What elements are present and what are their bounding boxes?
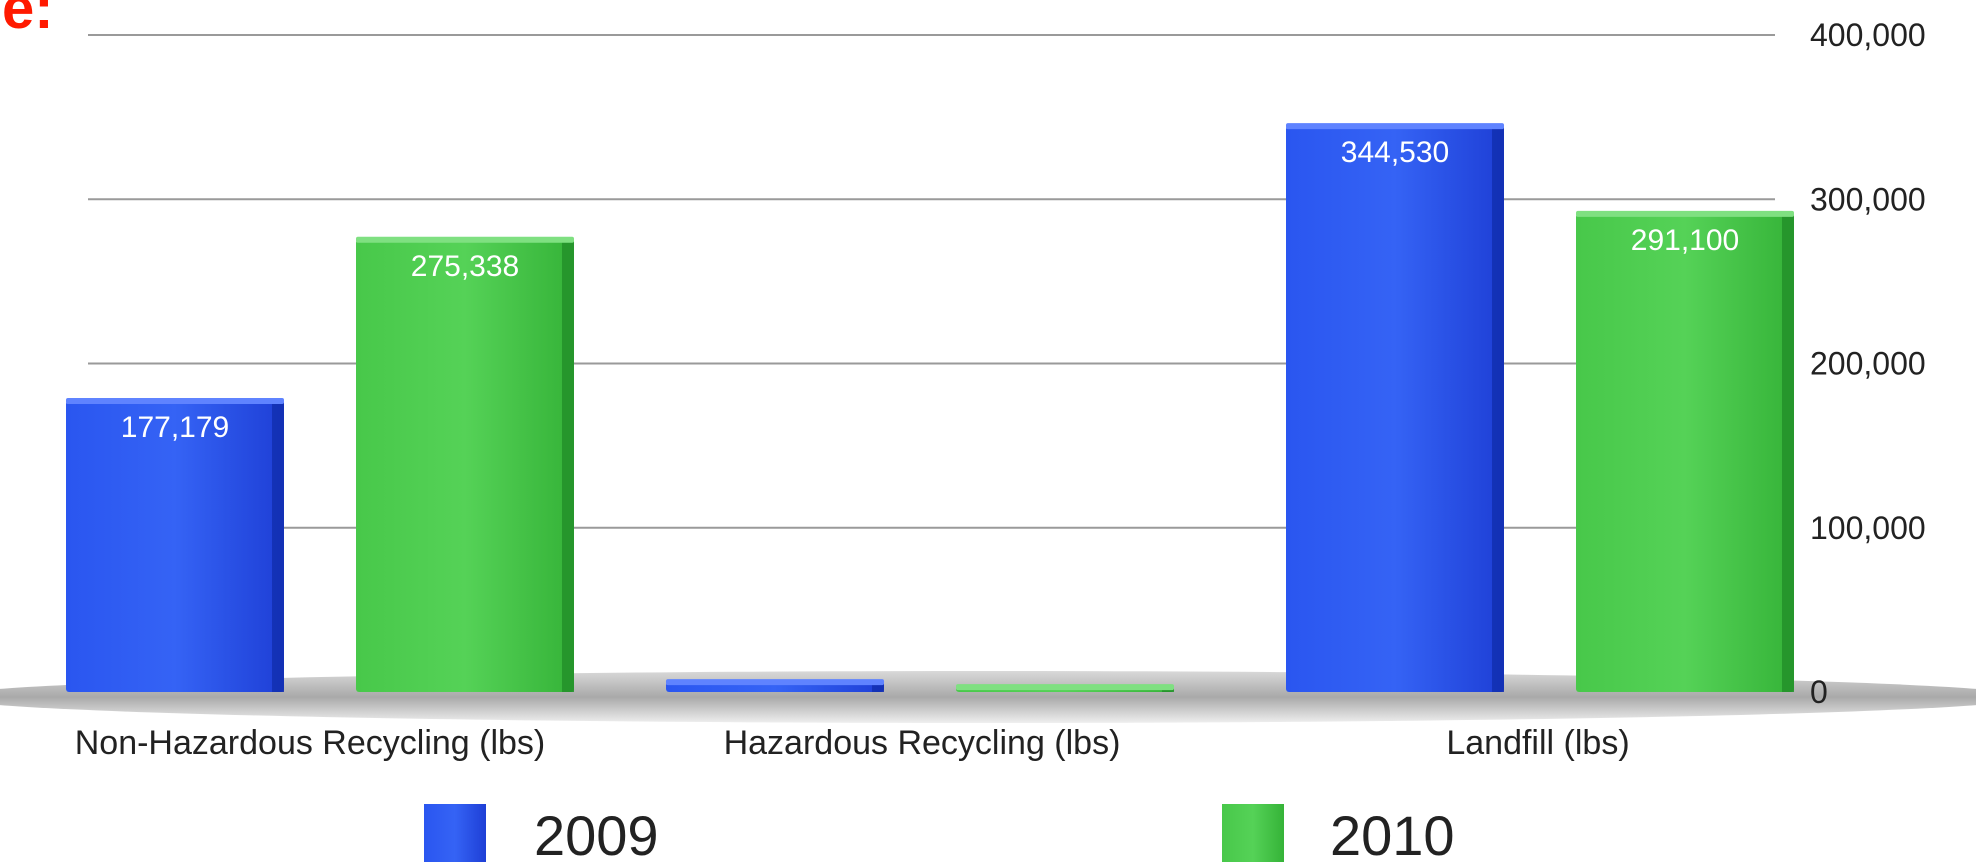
y-tick-label-1: 100,000 (1810, 510, 1926, 546)
cropped-title-fragment: e: (2, 0, 54, 41)
category-label-2: Landfill (lbs) (1446, 724, 1629, 762)
bar-top (1576, 210, 1794, 217)
bar-2010-1 (956, 684, 1174, 692)
bar-side (272, 400, 284, 692)
bar-side (1782, 213, 1794, 692)
bar-2010-2: 291,100 (1576, 210, 1794, 692)
bar-2009-0: 177,179 (66, 397, 284, 692)
bar-face (1286, 126, 1504, 692)
bar-side (1492, 126, 1504, 692)
y-tick-label-0: 0 (1810, 674, 1828, 710)
y-axis-ticks: 0 100,000 200,000 300,000 400,000 (1810, 17, 1926, 710)
legend-swatch-2009 (424, 804, 486, 862)
data-label: 275,338 (411, 250, 519, 283)
y-tick-label-3: 300,000 (1810, 181, 1926, 217)
y-tick-label-4: 400,000 (1810, 17, 1926, 53)
legend-label-2010: 2010 (1330, 804, 1455, 862)
legend-swatch-2010 (1222, 804, 1284, 862)
data-label: 291,100 (1631, 224, 1739, 257)
legend-label-2009: 2009 (534, 804, 659, 862)
bar-side (872, 682, 884, 692)
y-tick-label-2: 200,000 (1810, 346, 1926, 382)
bars: 177,179 275,338 344,530 291,100 (66, 123, 1794, 693)
category-labels: Non-Hazardous Recycling (lbs) Hazardous R… (75, 724, 1630, 762)
legend: 2009 2010 (424, 804, 1455, 862)
category-label-1: Hazardous Recycling (lbs) (724, 724, 1121, 762)
data-label: 177,179 (121, 411, 229, 444)
bar-face (356, 239, 574, 693)
bar-top (66, 397, 284, 404)
gridlines (88, 34, 1775, 529)
data-label: 344,530 (1341, 136, 1449, 169)
bar-2009-2: 344,530 (1286, 123, 1504, 692)
category-label-0: Non-Hazardous Recycling (lbs) (75, 724, 546, 762)
bar-face (1576, 213, 1794, 692)
bar-top (666, 679, 884, 686)
bar-side (562, 239, 574, 693)
bar-top (356, 236, 574, 243)
bar-top (956, 684, 1174, 691)
bar-2010-0: 275,338 (356, 236, 574, 693)
bar-top (1286, 123, 1504, 130)
bar-2009-1 (666, 679, 884, 692)
bar-face (66, 400, 284, 692)
